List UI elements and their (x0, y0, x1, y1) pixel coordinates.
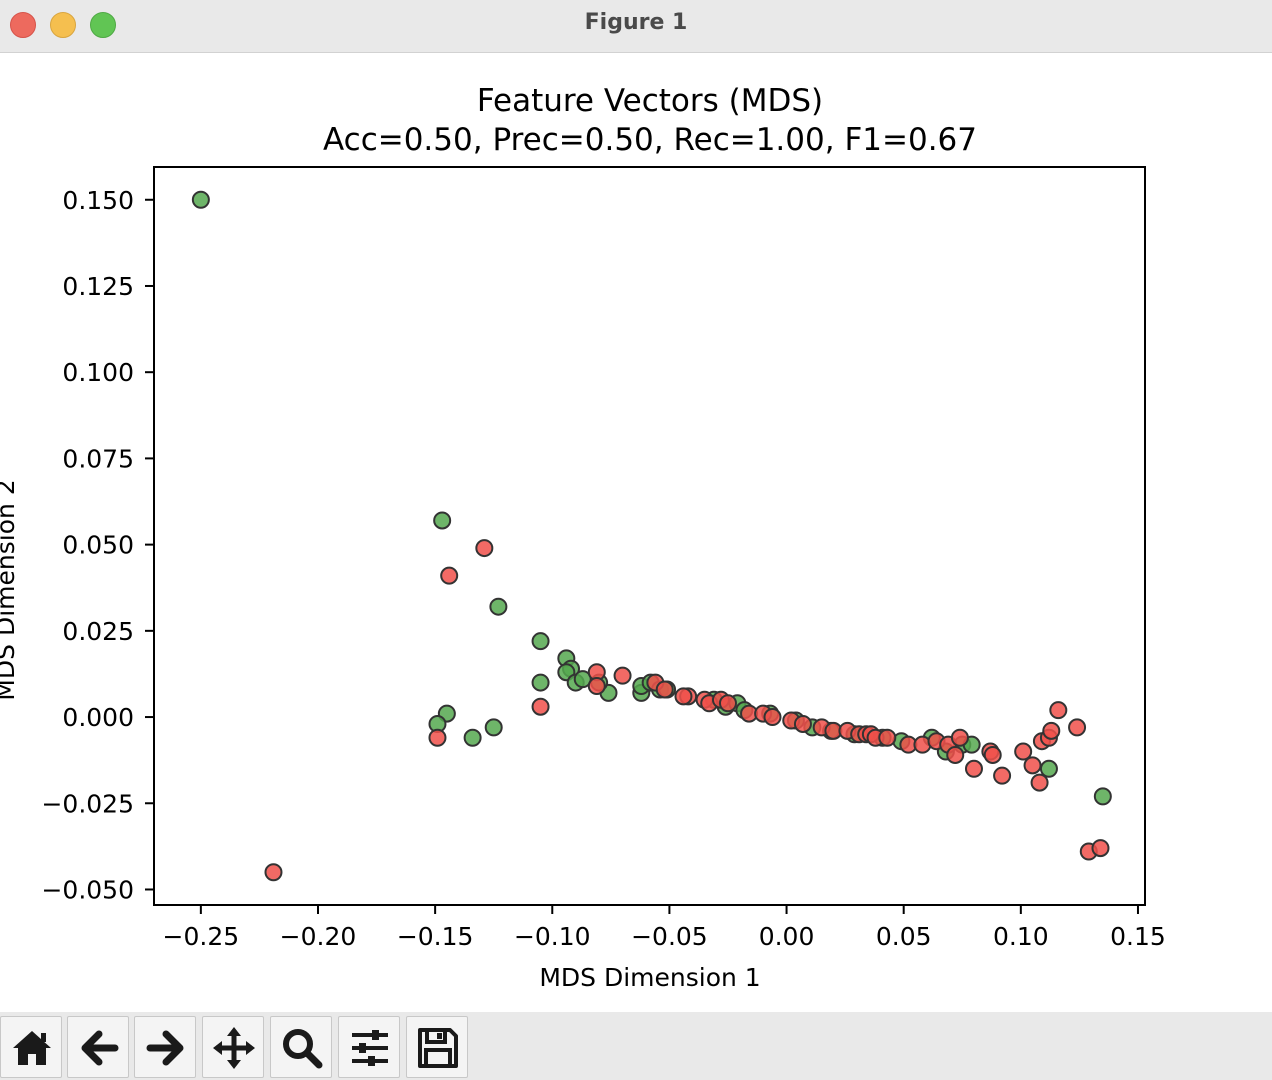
sliders-icon (352, 1030, 388, 1066)
chart-title: Feature Vectors (MDS) (477, 83, 823, 119)
data-point-red (1014, 742, 1033, 761)
y-tick-label: 0.050 (62, 531, 134, 560)
configure-subplots-button[interactable] (338, 1016, 400, 1078)
data-point-green (531, 673, 550, 692)
data-point-red (587, 677, 606, 696)
data-point-red (264, 863, 283, 882)
save-icon (418, 1028, 458, 1068)
plot-frame (153, 166, 1146, 906)
y-tick-label: 0.125 (62, 272, 134, 301)
y-axis-label: MDS Dimension 2 (0, 479, 20, 700)
scatter-chart: Feature Vectors (MDS) Acc=0.50, Prec=0.5… (0, 83, 1166, 992)
x-axis-label: MDS Dimension 1 (539, 963, 760, 992)
home-icon (13, 1031, 51, 1065)
zoom-button[interactable] (270, 1016, 332, 1078)
y-tick-label: −0.050 (41, 875, 134, 904)
data-point-green (484, 718, 503, 737)
data-point-green (191, 190, 210, 209)
data-point-red (718, 694, 737, 713)
search-icon (283, 1029, 323, 1069)
arrow-right-icon (146, 1030, 184, 1066)
data-point-red (674, 687, 693, 706)
y-tick-label: 0.025 (62, 617, 134, 646)
data-point-red (1068, 718, 1087, 737)
data-point-red (531, 697, 550, 716)
data-point-green (463, 728, 482, 747)
pan-button[interactable] (202, 1016, 264, 1078)
x-tick-label: −0.25 (163, 922, 240, 951)
x-tick-label: −0.20 (280, 922, 357, 951)
data-point-red (1030, 773, 1049, 792)
data-point-red (440, 566, 459, 585)
maximize-window-button[interactable] (90, 12, 116, 38)
data-point-red (655, 680, 674, 699)
data-point-green (1039, 759, 1058, 778)
data-point-red (475, 539, 494, 558)
y-tick-label: 0.075 (62, 444, 134, 473)
data-point-red (1091, 839, 1110, 858)
data-point-green (489, 597, 508, 616)
data-point-red (428, 728, 447, 747)
data-point-green (433, 511, 452, 530)
data-point-red (878, 728, 897, 747)
minimize-window-button[interactable] (50, 12, 76, 38)
home-button[interactable] (0, 1016, 62, 1078)
x-tick-label: 0.00 (759, 922, 815, 951)
x-tick-label: 0.10 (993, 922, 1049, 951)
data-point-green (531, 632, 550, 651)
forward-button[interactable] (134, 1016, 196, 1078)
y-tick-label: −0.025 (41, 789, 134, 818)
data-point-red (1049, 701, 1068, 720)
x-tick-label: −0.10 (514, 922, 591, 951)
x-tick-label: −0.15 (397, 922, 474, 951)
x-tick-label: 0.05 (876, 922, 932, 951)
y-tick-label: 0.000 (62, 703, 134, 732)
data-point-red (1023, 756, 1042, 775)
x-tick-label: 0.15 (1110, 922, 1166, 951)
window-titlebar: Figure 1 (0, 0, 1272, 53)
data-point-red (983, 745, 1002, 764)
window-title: Figure 1 (584, 10, 688, 35)
data-points (191, 190, 1112, 882)
navigation-toolbar (0, 1012, 1272, 1080)
x-tick-label: −0.05 (631, 922, 708, 951)
arrow-left-icon (81, 1030, 119, 1066)
move-icon (213, 1027, 255, 1069)
data-point-red (946, 745, 965, 764)
chart-subtitle: Acc=0.50, Prec=0.50, Rec=1.00, F1=0.67 (323, 122, 977, 158)
data-point-red (763, 708, 782, 727)
data-point-green (1093, 787, 1112, 806)
data-point-red (793, 714, 812, 733)
data-point-green (573, 670, 592, 689)
close-window-button[interactable] (10, 12, 36, 38)
data-point-red (964, 759, 983, 778)
data-point-red (1042, 721, 1061, 740)
y-tick-label: 0.150 (62, 186, 134, 215)
axis-ticks: −0.25 −0.20 −0.15 −0.10 −0.05 0.00 0.05 0.10 0.1… (41, 186, 1165, 951)
y-tick-label: 0.100 (62, 358, 134, 387)
data-point-red (613, 666, 632, 685)
back-button[interactable] (67, 1016, 129, 1078)
data-point-red (993, 766, 1012, 785)
data-point-red (950, 728, 969, 747)
save-button[interactable] (406, 1016, 468, 1078)
